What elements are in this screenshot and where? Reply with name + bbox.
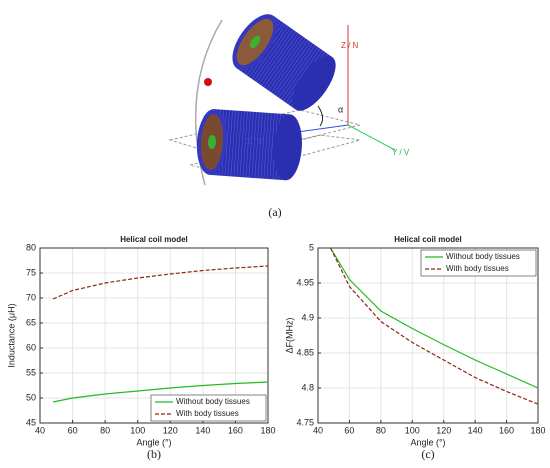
plot-area (318, 248, 538, 423)
y-tick-label: 60 (26, 342, 36, 352)
y-tick-label: 65 (26, 317, 36, 327)
y-tick-label: 55 (26, 367, 36, 377)
y-tick-label: 50 (26, 392, 36, 402)
angle-label: α (338, 104, 343, 114)
x-tick-label: 100 (405, 425, 420, 435)
lower-coil (196, 109, 302, 181)
legend-label: Without body tissues (446, 252, 520, 261)
y-tick-label: 4.85 (296, 347, 314, 357)
legend-label: Without body tissues (176, 397, 250, 406)
series-line (330, 247, 539, 405)
y-tick-label: 5 (309, 242, 314, 252)
upper-coil (232, 14, 336, 111)
x-tick-label: 140 (468, 425, 483, 435)
coil-diagram: Z / N Y / V X / U α (168, 14, 410, 186)
series-line (330, 247, 539, 389)
chart-title: Helical coil model (120, 235, 188, 244)
x-tick-label: 180 (530, 425, 545, 435)
legend-label: With body tissues (446, 264, 509, 273)
x-tick-label: 120 (163, 425, 178, 435)
y-tick-label: 45 (26, 417, 36, 427)
caption: (b) (147, 447, 161, 461)
y-axis (347, 124, 396, 151)
chart-title: Helical coil model (394, 235, 462, 244)
y-tick-label: 70 (26, 292, 36, 302)
y-tick-label: 4.75 (296, 417, 314, 427)
legend-label: With body tissues (176, 409, 239, 418)
x-tick-label: 160 (499, 425, 514, 435)
y-tick-label: 75 (26, 267, 36, 277)
series-line (52, 265, 269, 300)
series-line (52, 381, 269, 403)
x-tick-label: 60 (344, 425, 354, 435)
plot-area (40, 248, 268, 423)
x-tick-label: 160 (228, 425, 243, 435)
axes-box (317, 247, 539, 424)
legend-box (420, 249, 537, 277)
axes-box (39, 247, 269, 424)
y-tick-label: 4.95 (296, 277, 314, 287)
y-label: Y / V (392, 148, 410, 157)
y-axis-label: Inductance (μH) (6, 303, 16, 367)
y-tick-label: 4.8 (301, 382, 314, 392)
caption: (a) (268, 205, 281, 219)
y-tick-label: 80 (26, 242, 36, 252)
x-axis-label: Angle (°) (410, 437, 445, 447)
z-label: Z / N (341, 41, 359, 50)
x-tick-label: 180 (260, 425, 275, 435)
x-tick-label: 120 (436, 425, 451, 435)
x-tick-label: 40 (35, 425, 45, 435)
legend-box (150, 394, 267, 422)
x-tick-label: 40 (313, 425, 323, 435)
x-tick-label: 80 (100, 425, 110, 435)
x-tick-label: 60 (68, 425, 78, 435)
x-label: X / U (246, 137, 264, 146)
angle-arc (317, 105, 324, 127)
x-tick-label: 80 (376, 425, 386, 435)
x-tick-label: 140 (195, 425, 210, 435)
x-tick-label: 100 (130, 425, 145, 435)
x-axis-label: Angle (°) (136, 437, 171, 447)
marker (204, 78, 212, 86)
caption: (c) (421, 447, 434, 461)
y-axis-label: ΔF(MHz) (284, 317, 294, 353)
y-tick-label: 4.9 (301, 312, 314, 322)
